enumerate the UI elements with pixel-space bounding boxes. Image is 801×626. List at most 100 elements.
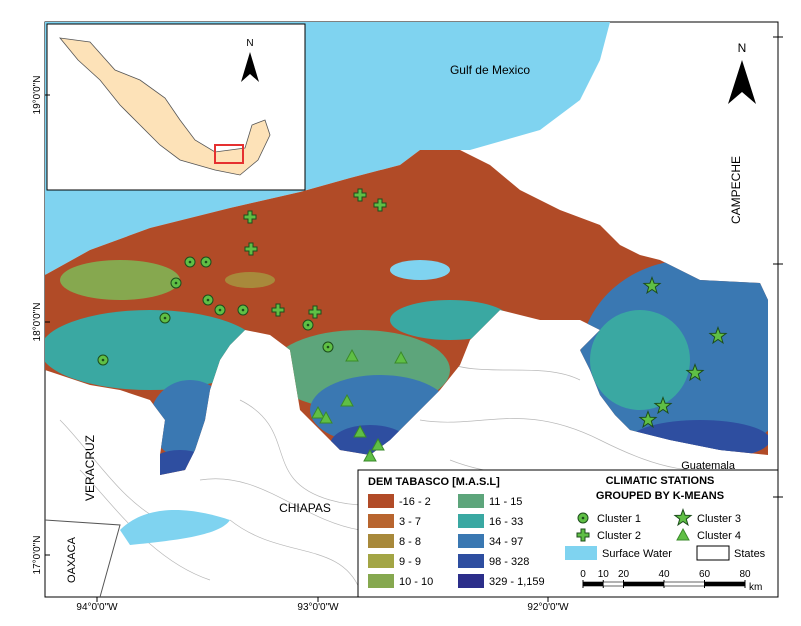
north-arrow (728, 60, 756, 104)
legend (357, 469, 779, 598)
state-label: OAXACA (66, 536, 78, 583)
legend-label: 10 - 10 (399, 576, 433, 588)
country-label: Guatemala (681, 460, 736, 472)
legend-label: 98 - 328 (489, 556, 529, 568)
dem-swatch (458, 514, 484, 528)
station-cluster-4 (676, 527, 690, 541)
legend-label: States (734, 548, 766, 560)
station-cluster-2 (244, 242, 258, 256)
lon-label: 94°0'0"W (76, 602, 118, 613)
station-cluster-1-dot (306, 323, 310, 327)
legend-label: Surface Water (602, 548, 672, 560)
legend-label: 34 - 97 (489, 536, 523, 548)
station-cluster-3 (638, 410, 658, 429)
legend-label: 329 - 1,159 (489, 576, 545, 588)
scale-label: 40 (658, 569, 670, 580)
lon-label: 92°0'0"W (527, 602, 569, 613)
north-label: N (738, 41, 747, 55)
legend-label: Cluster 3 (697, 513, 741, 525)
station-cluster-1-dot (188, 260, 192, 264)
legend-title: DEM TABASCO [M.A.S.L] (368, 476, 500, 488)
lat-label: 19°0'0"N (32, 76, 43, 115)
station-cluster-1-dot (101, 358, 105, 362)
states-swatch (696, 545, 730, 561)
station-cluster-4 (394, 350, 408, 364)
station-cluster-4 (371, 437, 385, 451)
station-cluster-2 (373, 198, 387, 212)
station-cluster-1-dot (581, 516, 585, 520)
inset-mexico (59, 37, 271, 176)
inset-north-label: N (246, 38, 253, 49)
legend-title: GROUPED BY K-MEANS (596, 490, 724, 502)
dem-swatch (458, 574, 484, 588)
dem-swatch (458, 554, 484, 568)
station-cluster-4 (319, 410, 333, 424)
station-cluster-4 (353, 424, 367, 438)
legend-label: Cluster 2 (597, 530, 641, 542)
dem-swatch (368, 534, 394, 548)
state-label: CAMPECHE (729, 156, 743, 224)
dem-swatch (458, 534, 484, 548)
station-cluster-2 (243, 210, 257, 224)
station-cluster-1-dot (174, 281, 178, 285)
station-cluster-3 (653, 396, 673, 415)
scale-unit: km (749, 582, 762, 593)
lon-label: 93°0'0"W (297, 602, 339, 613)
station-cluster-2 (271, 303, 285, 317)
legend-label: Cluster 1 (597, 513, 641, 525)
scale-segment (663, 581, 705, 587)
station-cluster-1-dot (163, 316, 167, 320)
stations (97, 188, 728, 462)
dem-swatch (368, 574, 394, 588)
legend-label: 11 - 15 (489, 496, 522, 508)
dem-swatch (368, 494, 394, 508)
station-cluster-4 (345, 348, 359, 362)
station-cluster-1-dot (206, 298, 210, 302)
legend-label: 3 - 7 (399, 516, 421, 528)
lat-label: 17°0'0"N (32, 536, 43, 575)
dem-swatch (368, 514, 394, 528)
station-cluster-3 (685, 363, 705, 382)
inset-highlight (214, 144, 244, 164)
station-cluster-3 (642, 276, 662, 295)
state-label: CHIAPAS (279, 501, 331, 515)
reservoir (120, 510, 230, 545)
scale-segment (623, 581, 665, 587)
scale-label: 20 (618, 569, 630, 580)
station-cluster-4 (363, 448, 377, 462)
station-cluster-1-dot (241, 308, 245, 312)
station-cluster-4 (311, 405, 325, 419)
state-label: VERACRUZ (83, 435, 97, 501)
station-cluster-2 (308, 305, 322, 319)
legend-label: 16 - 33 (489, 516, 523, 528)
station-cluster-1-dot (218, 308, 222, 312)
state-border (45, 519, 121, 597)
scale-segment (704, 581, 746, 587)
scale-label: 10 (598, 569, 610, 580)
legend-label: -16 - 2 (399, 496, 431, 508)
scale-label: 80 (739, 569, 751, 580)
scale-segment (582, 581, 604, 587)
legend-label: 8 - 8 (399, 536, 421, 548)
station-cluster-1-dot (326, 345, 330, 349)
water-swatch (565, 546, 597, 560)
scale-label: 0 (580, 569, 586, 580)
legend-label: Cluster 4 (697, 530, 741, 542)
gulf-label: Gulf de Mexico (450, 63, 530, 77)
lat-label: 18°0'0"N (32, 303, 43, 342)
station-cluster-3 (673, 508, 693, 527)
scale-label: 60 (699, 569, 711, 580)
legend-title: CLIMATIC STATIONS (606, 475, 715, 487)
inset-north-arrow (241, 52, 259, 82)
station-cluster-2 (353, 188, 367, 202)
dem-swatch (458, 494, 484, 508)
station-cluster-4 (340, 393, 354, 407)
station-cluster-2 (576, 528, 590, 542)
station-cluster-3 (708, 326, 728, 345)
station-cluster-1-dot (204, 260, 208, 264)
dem-swatch (368, 554, 394, 568)
legend-label: 9 - 9 (399, 556, 421, 568)
scale-segment (602, 581, 624, 587)
